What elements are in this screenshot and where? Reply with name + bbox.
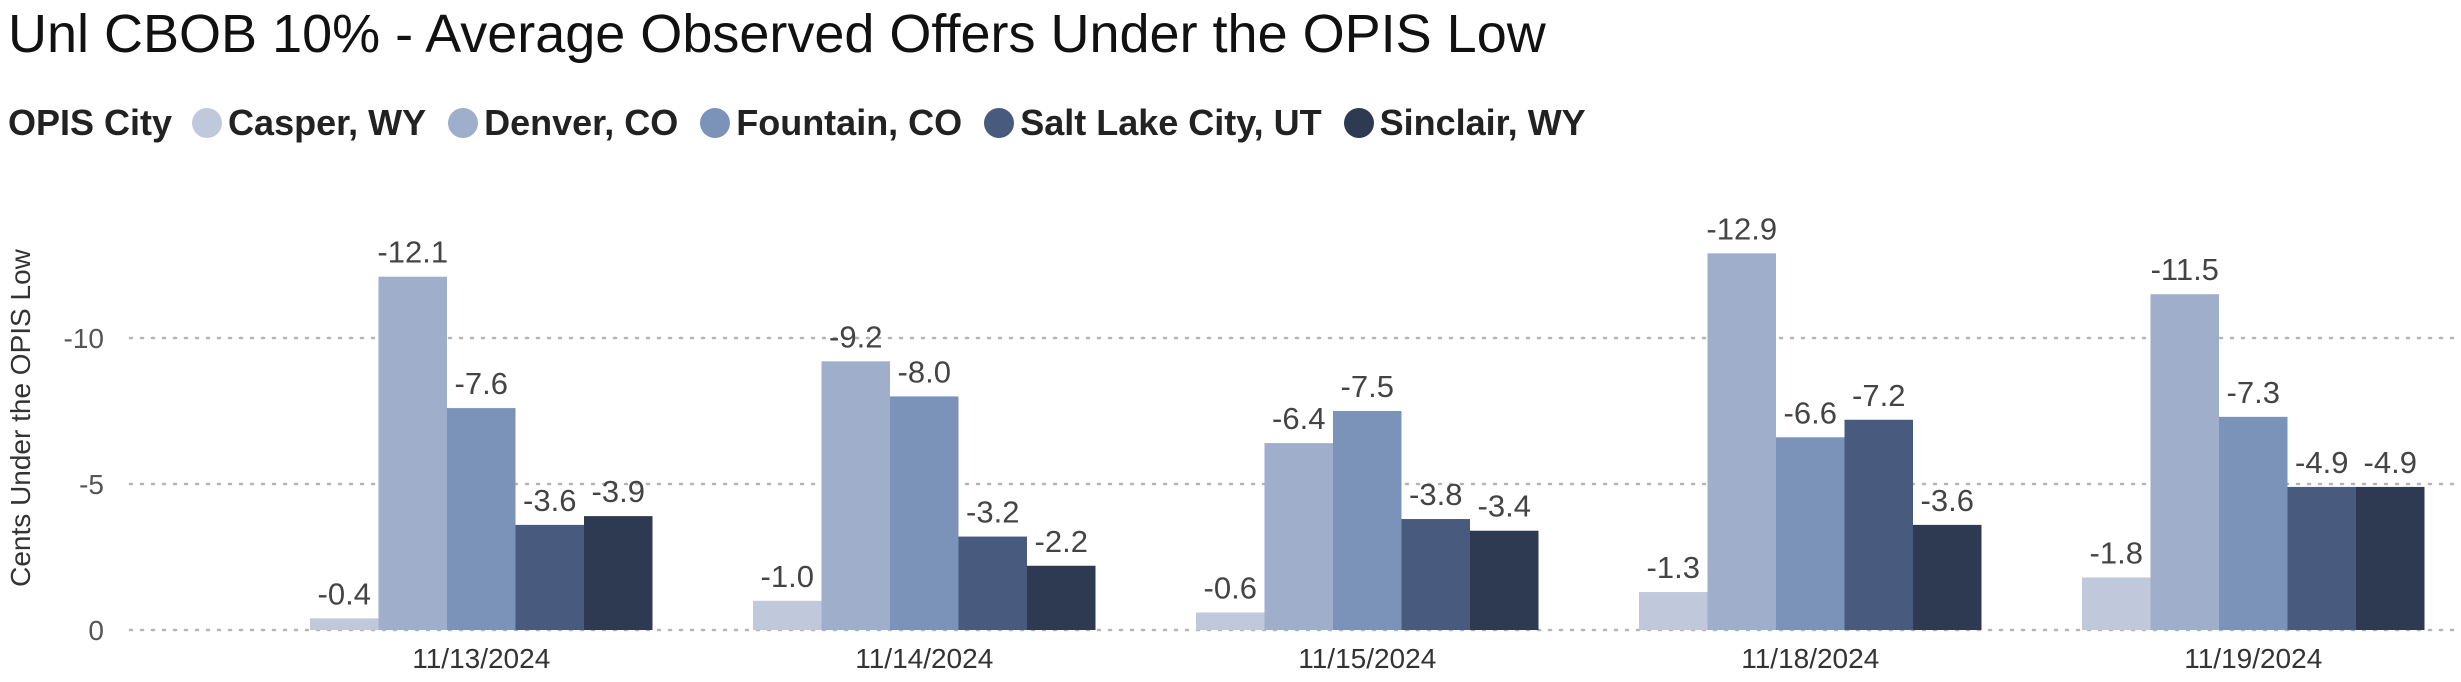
legend-marker-icon — [192, 108, 223, 138]
y-axis-title: Cents Under the OPIS Low — [5, 248, 36, 587]
legend-title: OPIS City — [8, 102, 173, 143]
data-label: -7.5 — [1341, 369, 1394, 404]
data-label: -7.2 — [1852, 378, 1905, 413]
legend-item-casper[interactable]: Casper, WY — [192, 102, 426, 144]
y-axis: 0 -5 -10 — [64, 323, 104, 646]
bar[interactable] — [753, 600, 822, 630]
bar[interactable] — [1639, 592, 1708, 630]
bar[interactable] — [1776, 437, 1845, 630]
bar[interactable] — [890, 396, 959, 630]
bar[interactable] — [2150, 294, 2220, 630]
legend-item-salt-lake-city[interactable]: Salt Lake City, UT — [984, 102, 1322, 144]
data-label: -12.1 — [377, 235, 448, 270]
bar[interactable] — [1027, 565, 1096, 630]
x-tick-label: 11/15/2024 — [1298, 643, 1436, 674]
y-tick-label: -5 — [79, 469, 104, 500]
bar[interactable] — [1470, 530, 1539, 630]
legend-item-fountain[interactable]: Fountain, CO — [700, 102, 962, 144]
data-label: -6.4 — [1272, 401, 1325, 436]
bar[interactable] — [821, 361, 891, 630]
chart-title: Unl CBOB 10% - Average Observed Offers U… — [8, 4, 1546, 64]
legend-item-sinclair[interactable]: Sinclair, WY — [1343, 102, 1586, 144]
bar[interactable] — [2287, 486, 2357, 630]
x-tick-label: 11/19/2024 — [2184, 643, 2322, 674]
x-tick-label: 11/13/2024 — [412, 643, 550, 674]
bar[interactable] — [1264, 443, 1334, 630]
data-label: -8.0 — [898, 354, 951, 389]
data-label: -6.6 — [1784, 395, 1837, 430]
bar[interactable] — [1196, 612, 1265, 630]
bar[interactable] — [2082, 577, 2151, 630]
x-axis: 11/13/2024 11/14/2024 11/15/2024 11/18/2024… — [412, 643, 2322, 674]
bars — [310, 253, 2425, 630]
data-label: -4.9 — [2295, 445, 2348, 480]
data-label: -1.0 — [761, 559, 814, 594]
bar[interactable] — [447, 408, 516, 630]
y-tick-label: 0 — [88, 615, 104, 646]
bar[interactable] — [2219, 416, 2288, 630]
data-label: -0.6 — [1204, 570, 1257, 605]
bar[interactable] — [515, 524, 585, 630]
legend-marker-icon — [448, 108, 479, 138]
bar[interactable] — [1707, 253, 1777, 630]
data-label: -12.9 — [1706, 211, 1777, 246]
data-label: -11.5 — [2151, 252, 2219, 287]
legend-item-denver[interactable]: Denver, CO — [448, 102, 678, 144]
bar[interactable] — [2356, 486, 2425, 630]
bar[interactable] — [1913, 524, 1982, 630]
bar[interactable] — [1844, 419, 1914, 630]
bar[interactable] — [584, 516, 653, 630]
data-label: -4.9 — [2364, 445, 2417, 480]
x-tick-label: 11/18/2024 — [1741, 643, 1879, 674]
legend-label: Casper, WY — [228, 102, 427, 143]
bar[interactable] — [1333, 411, 1402, 630]
legend-label: Denver, CO — [484, 102, 679, 143]
data-label: -3.6 — [523, 483, 576, 518]
data-label: -7.6 — [455, 366, 508, 401]
data-label: -1.8 — [2090, 535, 2143, 570]
data-label: -3.9 — [592, 474, 645, 509]
data-label: -2.2 — [1035, 524, 1088, 559]
bar[interactable] — [1401, 519, 1471, 630]
data-label: -9.2 — [829, 319, 882, 354]
bar[interactable] — [310, 618, 379, 630]
data-labels: -0.4 -12.1 -7.6 -3.6 -3.9 -1.0 -9.2 -8.0 -3.2 -2.… — [318, 211, 2417, 611]
data-label: -7.3 — [2227, 375, 2280, 410]
bar[interactable] — [378, 276, 448, 630]
legend-marker-icon — [984, 108, 1015, 138]
legend-marker-icon — [1343, 108, 1374, 138]
legend-label: Sinclair, WY — [1379, 102, 1586, 143]
legend-label: Fountain, CO — [736, 102, 963, 143]
y-tick-label: -10 — [64, 323, 104, 354]
data-label: -3.4 — [1478, 489, 1531, 524]
bar[interactable] — [958, 536, 1028, 630]
data-label: -3.8 — [1409, 477, 1462, 512]
legend: OPIS City Casper, WY Denver, CO Fountain… — [8, 98, 1608, 148]
legend-marker-icon — [700, 108, 731, 138]
x-tick-label: 11/14/2024 — [855, 643, 993, 674]
data-label: -0.4 — [318, 576, 371, 611]
legend-label: Salt Lake City, UT — [1020, 102, 1322, 143]
data-label: -3.2 — [966, 495, 1019, 530]
data-label: -1.3 — [1647, 550, 1700, 585]
data-label: -3.6 — [1921, 483, 1974, 518]
